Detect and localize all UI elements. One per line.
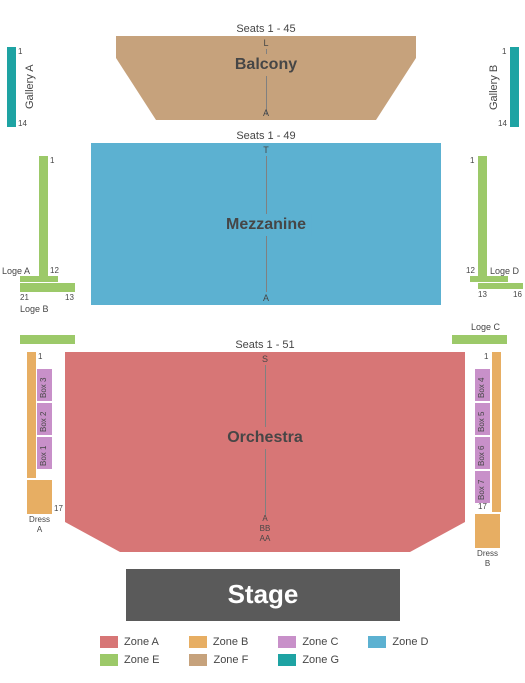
legend-label: Zone G	[302, 654, 339, 666]
gallery-b-num-bottom: 14	[498, 119, 507, 128]
legend-item-0: Zone A	[100, 636, 159, 648]
legend-label: Zone A	[124, 636, 159, 648]
dress-a	[27, 480, 52, 514]
legend-item-6: Zone G	[278, 654, 339, 666]
loge-d-num-bottom: 12	[466, 266, 475, 275]
legend: Zone A Zone B Zone C Zone D Zone E Zone F Zone…	[100, 636, 500, 672]
dress-a-lab1: Dress	[29, 515, 50, 524]
orch-row-top: S	[262, 354, 268, 364]
gallery-a-label: Gallery A	[24, 59, 36, 115]
mezz-label: Mezzanine	[220, 214, 312, 236]
dress-b-lab1: Dress	[477, 549, 498, 558]
loge-a-num-top: 1	[50, 156, 54, 165]
gallery-a-num-top: 1	[18, 47, 22, 56]
balcony-label: Balcony	[229, 54, 303, 76]
balcony-row-bottom: A	[263, 108, 269, 118]
loge-r2-num-r: 16	[513, 290, 522, 299]
mezz-row-bottom: A	[263, 293, 269, 303]
loge-a-label: Loge A	[2, 266, 30, 276]
orch-seats-label: Seats 1 - 51	[235, 339, 294, 351]
legend-swatch	[189, 636, 207, 648]
loge-b-num-l: 21	[20, 293, 29, 302]
legend-label: Zone B	[213, 636, 248, 648]
legend-label: Zone E	[124, 654, 159, 666]
loge-c-left-bar	[20, 335, 75, 344]
loge-b-num-r: 13	[65, 293, 74, 302]
legend-swatch	[368, 636, 386, 648]
gallery-b-label: Gallery B	[488, 59, 500, 115]
loge-d-num-top: 1	[470, 156, 474, 165]
loge-d-bar	[478, 156, 487, 276]
stage-label: Stage	[228, 579, 299, 610]
legend-swatch	[100, 636, 118, 648]
box1-label: Box 1	[39, 440, 48, 466]
orch-row-aa: AA	[260, 534, 271, 543]
loge-right-short2	[478, 283, 523, 289]
dress-b-lab2: B	[485, 559, 490, 568]
box6-label: Box 6	[477, 440, 486, 466]
dress-a-lab2: A	[37, 525, 42, 534]
orch-label: Orchestra	[219, 427, 311, 449]
loge-c-label: Loge C	[471, 322, 500, 332]
loge-a-bar	[39, 156, 48, 276]
legend-label: Zone D	[392, 636, 428, 648]
legend-label: Zone F	[213, 654, 248, 666]
gallery-a	[7, 47, 16, 127]
legend-item-4: Zone E	[100, 654, 159, 666]
loge-c-bar	[452, 335, 507, 344]
right-orange-num-top: 1	[484, 352, 488, 361]
right-orange-strip	[492, 352, 501, 512]
orch-row-bb: BB	[260, 524, 271, 533]
loge-d-short	[470, 276, 508, 282]
legend-label: Zone C	[302, 636, 338, 648]
legend-item-1: Zone B	[189, 636, 248, 648]
legend-item-5: Zone F	[189, 654, 248, 666]
legend-swatch	[100, 654, 118, 666]
loge-b-bar	[20, 283, 75, 292]
loge-a-short	[20, 276, 58, 282]
box3-label: Box 3	[39, 372, 48, 398]
orch-row-a: A	[262, 514, 267, 523]
gallery-a-num-bottom: 14	[18, 119, 27, 128]
gallery-b	[510, 47, 519, 127]
dress-a-num: 17	[54, 504, 63, 513]
right-orange-num-bottom: 17	[478, 502, 487, 511]
mezz-row-top: T	[263, 145, 269, 155]
legend-item-3: Zone D	[368, 636, 428, 648]
box5-label: Box 5	[477, 406, 486, 432]
legend-swatch	[278, 654, 296, 666]
left-orange-num-top: 1	[38, 352, 42, 361]
seating-chart: Seats 1 - 45 L A Balcony Seats 1 - 49 T A Mezza…	[0, 0, 525, 683]
mezz-seats-label: Seats 1 - 49	[236, 130, 295, 142]
gallery-b-num-top: 1	[502, 47, 506, 56]
loge-a-num-bottom: 12	[50, 266, 59, 275]
loge-r2-num-l: 13	[478, 290, 487, 299]
balcony-seats-label: Seats 1 - 45	[236, 23, 295, 35]
box2-label: Box 2	[39, 406, 48, 432]
legend-swatch	[189, 654, 207, 666]
loge-d-label: Loge D	[490, 266, 519, 276]
dress-b	[475, 514, 500, 548]
balcony-row-top: L	[263, 38, 268, 48]
box4-label: Box 4	[477, 372, 486, 398]
legend-item-2: Zone C	[278, 636, 338, 648]
loge-b-label: Loge B	[20, 304, 49, 314]
left-orange-strip	[27, 352, 36, 478]
box7-label: Box 7	[477, 474, 486, 500]
legend-swatch	[278, 636, 296, 648]
